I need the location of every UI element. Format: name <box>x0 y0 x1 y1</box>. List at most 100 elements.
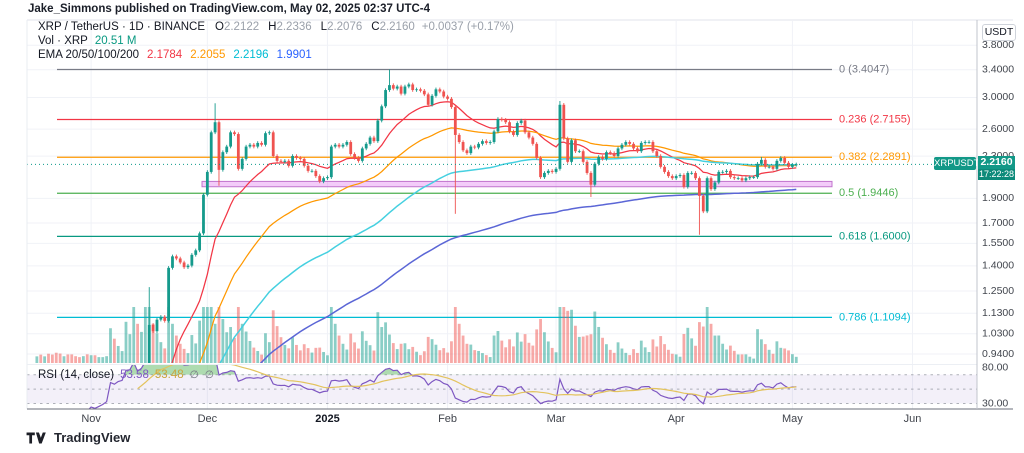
attribution-text: Jake_Simmons published on TradingView.co… <box>28 3 431 15</box>
volume-bar <box>430 339 434 363</box>
candle-body <box>174 256 178 259</box>
volume-legend-row[interactable]: Vol · XRP 20.51 M <box>38 35 136 48</box>
volume-bar <box>368 345 372 363</box>
fib-level-label: 0 (3.4047) <box>839 63 889 75</box>
candle-body <box>240 158 244 169</box>
volume-bar <box>202 307 205 363</box>
volume-bar <box>531 345 535 363</box>
rsi-pane-layer <box>27 365 977 404</box>
price-tick-label: 1.5500 <box>982 237 1014 249</box>
volume-bar <box>314 347 318 363</box>
candle-body <box>450 98 453 108</box>
symbol-legend-row[interactable]: XRP / TetherUS · 1D · BINANCE O2.2122 H2.2… <box>38 21 521 34</box>
volume-bar <box>155 333 159 363</box>
ema-legend-row[interactable]: EMA 20/50/100/200 2.1784 2.2055 2.2196 1.990… <box>38 49 312 62</box>
candle-body <box>236 134 240 169</box>
volume-bar <box>78 357 81 363</box>
volume-bar <box>318 347 322 363</box>
candle-body <box>326 177 329 179</box>
volume-bar <box>492 335 496 363</box>
volume-bar <box>674 354 678 363</box>
price-tick-label: 1.2500 <box>982 285 1014 297</box>
volume-bar <box>457 323 461 363</box>
candle-body <box>136 425 139 434</box>
candle-body <box>430 95 434 105</box>
volume-bar <box>298 350 302 363</box>
candle-body <box>729 170 732 178</box>
candle-body <box>705 178 709 212</box>
candle-body <box>585 161 589 173</box>
candle-body <box>391 85 395 89</box>
time-axis-label: Nov <box>81 413 101 425</box>
time-axis-label: May <box>782 413 803 425</box>
candle-body <box>651 142 655 152</box>
rsi-legend-row[interactable]: RSI (14, close) 53.58 53.48 ∅ ∅ <box>38 369 214 382</box>
volume-bar <box>333 323 337 363</box>
volume-bar <box>581 336 585 363</box>
candle-body <box>558 104 562 169</box>
close-label: C <box>371 21 380 33</box>
volume-bar <box>244 331 248 363</box>
candle-body <box>496 118 500 132</box>
candle-body <box>492 131 496 143</box>
volume-bar <box>105 356 109 363</box>
candle-body <box>601 156 604 159</box>
last-price-value: 2.2160 <box>978 156 1015 169</box>
tradingview-footer[interactable]: TradingView <box>26 430 130 445</box>
volume-bar <box>357 348 360 363</box>
volume-bar <box>360 331 364 363</box>
candle-body <box>399 86 403 94</box>
candle-body <box>643 142 647 143</box>
currency-unit-box[interactable]: USDT <box>982 24 1016 41</box>
candle-body <box>252 144 256 147</box>
high-value: 2.2336 <box>276 21 312 33</box>
volume-bar <box>577 336 581 363</box>
volume-bar <box>399 343 403 363</box>
fib-retracement-layer <box>57 68 833 318</box>
hidden-value-icon: ∅ <box>189 369 199 381</box>
volume-bar <box>593 311 597 363</box>
candle-body <box>659 155 663 167</box>
volume-bar <box>558 307 562 363</box>
candle-body <box>655 151 659 156</box>
candle-body <box>465 150 469 154</box>
volume-bar <box>566 310 570 363</box>
candle-body <box>744 178 748 181</box>
candle-body <box>469 146 473 154</box>
ema20-value: 2.1784 <box>147 49 183 61</box>
time-axis-labels[interactable]: Nov Dec 2025 Feb Mar Apr May Jun <box>81 413 921 425</box>
candle-body <box>597 156 601 164</box>
volume-bar <box>721 343 725 363</box>
candle-body <box>198 233 202 251</box>
time-axis-label: Apr <box>668 413 685 425</box>
price-axis-labels[interactable]: 3.80003.40003.00002.60002.30001.90001.70… <box>982 39 1014 409</box>
candle-body <box>438 89 442 92</box>
candle-body <box>163 316 167 321</box>
volume-bar <box>136 323 140 363</box>
volume-bar <box>388 334 391 363</box>
candle-body <box>624 142 628 145</box>
candle-body <box>353 154 356 158</box>
candle-body <box>337 144 341 147</box>
candle-body <box>221 152 225 170</box>
volume-bar <box>101 357 105 363</box>
candle-body <box>698 178 701 196</box>
volume-bar <box>283 344 287 363</box>
volume-bar <box>395 349 399 363</box>
candles-layer <box>136 69 798 434</box>
volume-bar <box>81 356 85 363</box>
volume-bar <box>461 335 465 363</box>
candle-body <box>756 163 759 178</box>
volume-bar <box>589 334 593 363</box>
volume-bar <box>523 334 527 363</box>
volume-bar <box>473 350 477 363</box>
volume-bar <box>686 327 690 363</box>
volume-bar <box>302 344 306 363</box>
candle-body <box>562 104 566 139</box>
candle-body <box>546 170 550 173</box>
volume-bar <box>233 337 236 363</box>
volume-bar <box>372 350 376 363</box>
price-tick-label: 2.6000 <box>982 123 1014 135</box>
volume-bar <box>752 358 756 363</box>
